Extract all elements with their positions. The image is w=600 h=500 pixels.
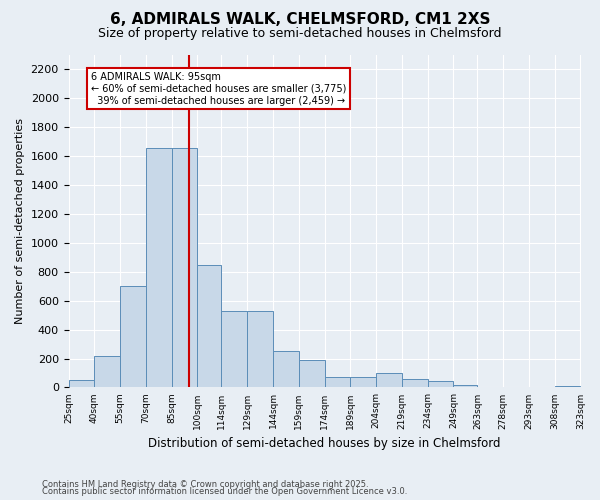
Bar <box>247 311 273 388</box>
Bar <box>402 380 428 388</box>
Bar <box>478 386 503 388</box>
Text: Contains public sector information licensed under the Open Government Licence v3: Contains public sector information licen… <box>42 487 407 496</box>
Bar <box>94 356 120 388</box>
Text: Size of property relative to semi-detached houses in Chelmsford: Size of property relative to semi-detach… <box>98 28 502 40</box>
Text: 6 ADMIRALS WALK: 95sqm
← 60% of semi-detached houses are smaller (3,775)
  39% o: 6 ADMIRALS WALK: 95sqm ← 60% of semi-det… <box>91 72 346 106</box>
Bar <box>350 376 376 388</box>
Bar <box>273 352 299 388</box>
Bar <box>325 376 350 388</box>
Bar <box>503 386 529 388</box>
Bar <box>146 148 172 388</box>
Bar <box>197 264 221 388</box>
Bar <box>68 380 94 388</box>
Bar <box>221 311 247 388</box>
Text: Contains HM Land Registry data © Crown copyright and database right 2025.: Contains HM Land Registry data © Crown c… <box>42 480 368 489</box>
Bar <box>299 360 325 388</box>
Text: 6, ADMIRALS WALK, CHELMSFORD, CM1 2XS: 6, ADMIRALS WALK, CHELMSFORD, CM1 2XS <box>110 12 490 28</box>
Bar <box>428 381 454 388</box>
Bar <box>376 373 402 388</box>
Y-axis label: Number of semi-detached properties: Number of semi-detached properties <box>15 118 25 324</box>
Bar <box>555 386 580 388</box>
Bar <box>120 286 146 388</box>
Bar <box>172 148 197 388</box>
Bar <box>454 384 478 388</box>
X-axis label: Distribution of semi-detached houses by size in Chelmsford: Distribution of semi-detached houses by … <box>148 437 501 450</box>
